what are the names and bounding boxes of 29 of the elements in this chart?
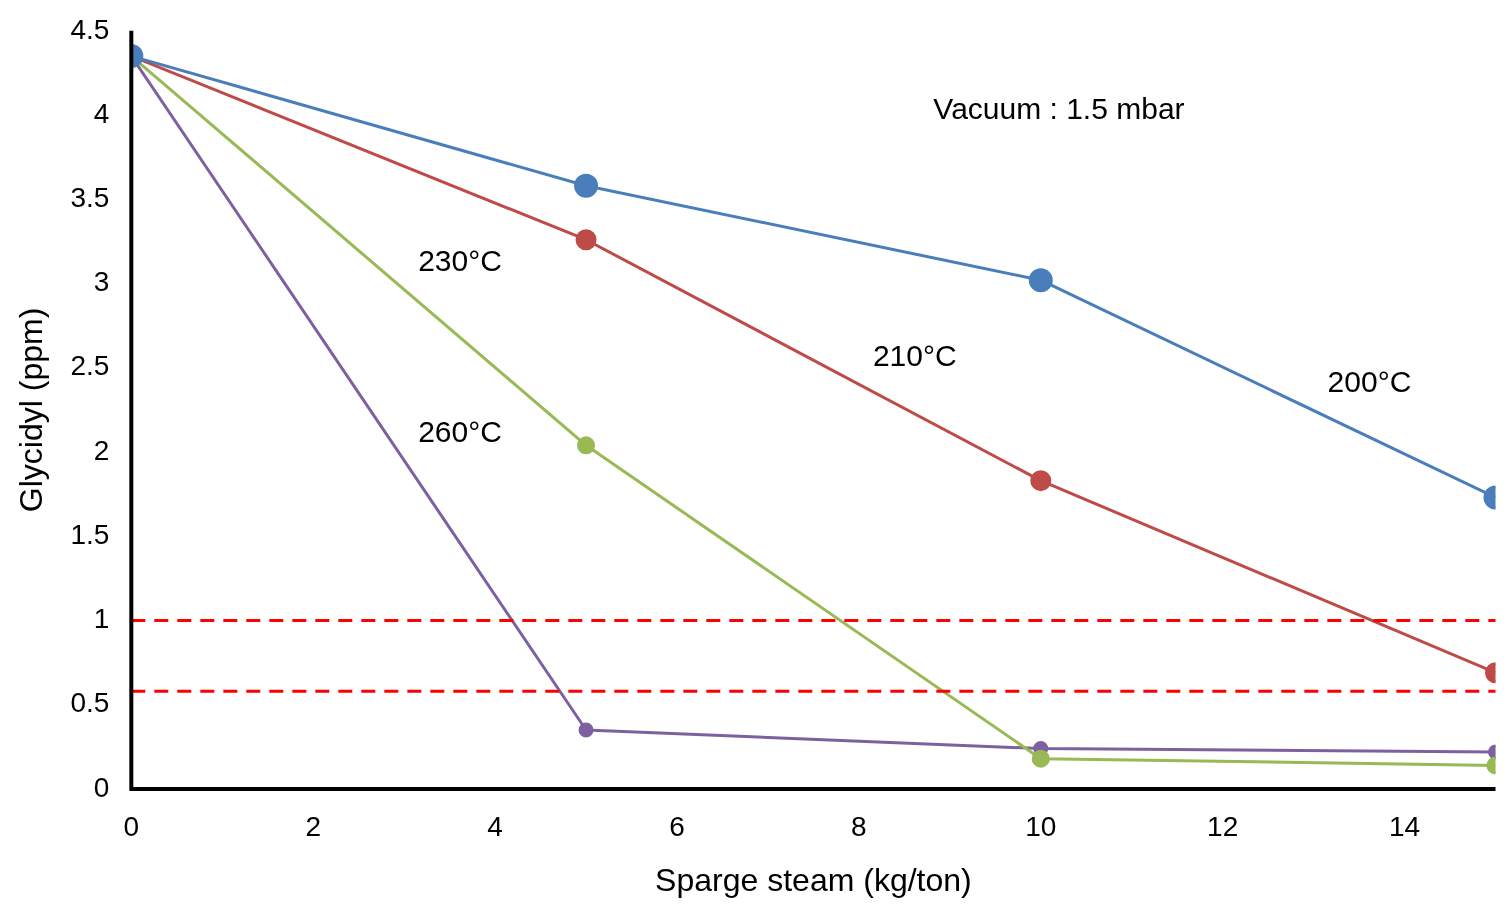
y-tick-label: 2 xyxy=(93,434,110,466)
x-tick-label: 2 xyxy=(305,810,321,842)
y-tick-label: 0.5 xyxy=(70,687,110,719)
point xyxy=(1031,749,1050,768)
point xyxy=(577,436,596,455)
series-label: 230°C xyxy=(418,243,502,277)
series-label: 260°C xyxy=(418,414,502,448)
series-label: 210°C xyxy=(872,338,957,372)
point xyxy=(578,722,594,738)
y-tick-label: 3.5 xyxy=(70,182,110,214)
point xyxy=(575,229,597,251)
y-tick-label: 4 xyxy=(93,97,110,129)
y-tick-label: 3 xyxy=(93,266,110,298)
x-tick-label: 0 xyxy=(123,810,140,842)
x-tick-label: 6 xyxy=(669,810,685,842)
x-tick-label: 10 xyxy=(1025,810,1057,842)
series-label: 200°C xyxy=(1327,364,1412,398)
y-tick-label: 1.5 xyxy=(70,518,110,550)
x-tick-label: 8 xyxy=(851,810,867,842)
y-tick-label: 2.5 xyxy=(70,350,110,382)
x-tick-label: 12 xyxy=(1207,810,1239,842)
x-tick-label: 4 xyxy=(487,810,503,842)
y-tick-label: 0 xyxy=(93,771,110,803)
y-axis-title: Glycidyl (ppm) xyxy=(13,307,50,513)
x-axis-title: Sparge steam (kg/ton) xyxy=(655,861,972,898)
x-tick-label: 14 xyxy=(1388,810,1421,842)
annotation: Vacuum : 1.5 mbar xyxy=(933,92,1185,126)
y-tick-label: 4.5 xyxy=(70,13,110,45)
y-tick-label: 1 xyxy=(93,603,110,635)
